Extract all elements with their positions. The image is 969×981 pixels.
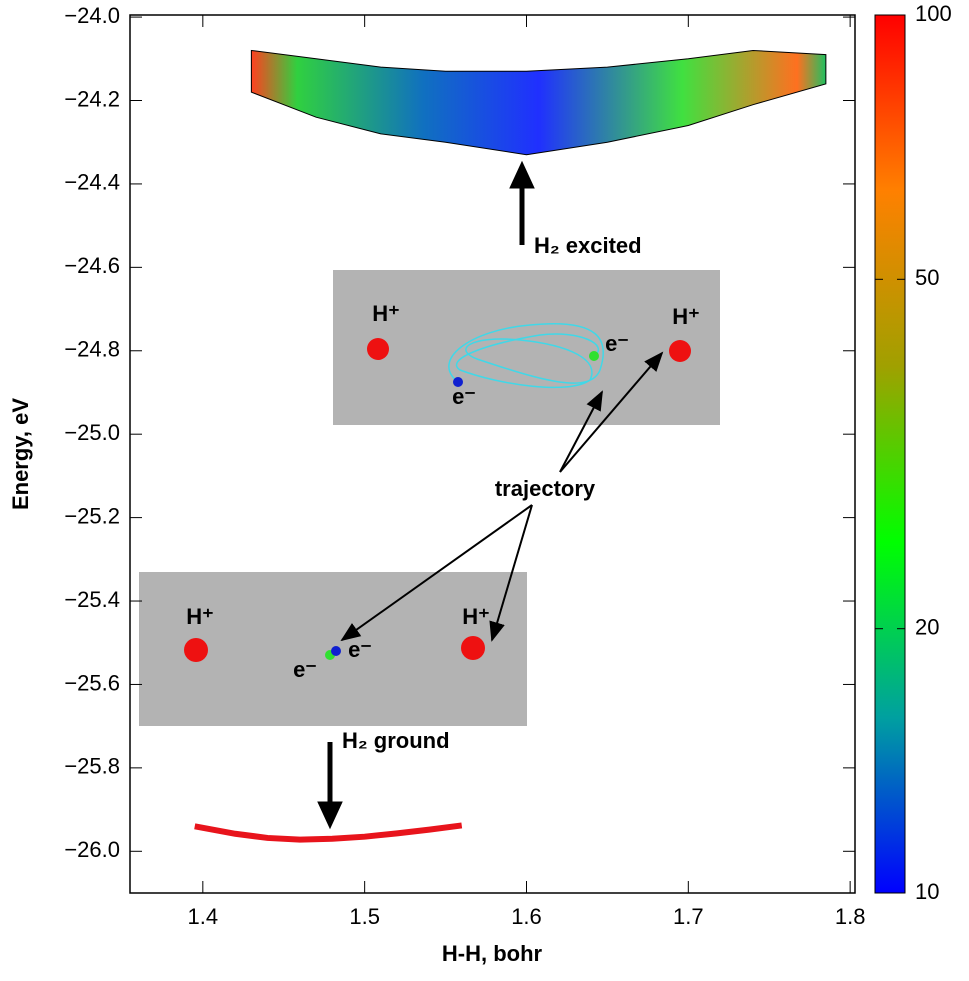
annotation: e⁻: [452, 384, 476, 409]
x-tick-label: 1.8: [835, 904, 866, 929]
proton: [461, 636, 485, 660]
y-tick-label: −24.0: [64, 3, 120, 28]
proton: [184, 638, 208, 662]
y-tick-label: −25.2: [64, 503, 120, 528]
ground-curve: [194, 822, 463, 843]
annotation: e⁻: [348, 637, 372, 662]
x-tick-label: 1.6: [511, 904, 542, 929]
y-tick-label: −25.4: [64, 587, 120, 612]
colorbar: [874, 14, 906, 894]
annotation: H₂ excited: [534, 233, 642, 258]
plot-frame: [129, 14, 856, 894]
excited-band: [250, 49, 827, 156]
arrow-head: [317, 801, 343, 830]
y-tick-label: −24.4: [64, 170, 120, 195]
electron: [331, 646, 341, 656]
insets: [139, 270, 720, 726]
annotation: e⁻: [293, 657, 317, 682]
colorbar-tick-label: 100: [915, 1, 952, 26]
annotation: e⁻: [605, 331, 629, 356]
annotation: H₂ ground: [342, 728, 450, 753]
annotation: H⁺: [462, 604, 490, 629]
y-tick-label: −25.0: [64, 420, 120, 445]
arrow-head: [509, 160, 535, 189]
y-axis-title: Energy, eV: [8, 398, 33, 510]
colorbar-tick-label: 50: [915, 265, 939, 290]
electron: [453, 377, 463, 387]
proton: [367, 338, 389, 360]
arrows: [317, 160, 664, 830]
x-tick-label: 1.4: [188, 904, 219, 929]
annotation: H⁺: [372, 301, 400, 326]
inset-excited: [333, 270, 720, 425]
trajectory-path: [448, 323, 604, 389]
arrow: [559, 351, 664, 473]
arrow: [559, 390, 603, 473]
electron: [589, 351, 599, 361]
x-tick-label: 1.5: [349, 904, 380, 929]
y-tick-label: −24.8: [64, 337, 120, 362]
y-tick-label: −24.2: [64, 86, 120, 111]
annotation: H⁺: [186, 604, 214, 629]
y-tick-label: −26.0: [64, 837, 120, 862]
colorbar-tick-label: 20: [915, 615, 939, 640]
y-tick-label: −25.8: [64, 754, 120, 779]
arrow: [340, 504, 533, 642]
x-axis-title: H-H, bohr: [442, 941, 543, 966]
colorbar-tick-label: 10: [915, 879, 939, 904]
y-tick-label: −25.6: [64, 670, 120, 695]
x-tick-label: 1.7: [673, 904, 704, 929]
proton: [669, 340, 691, 362]
arrow: [489, 504, 533, 642]
annotation: H⁺: [672, 304, 700, 329]
y-tick-label: −24.6: [64, 253, 120, 278]
annotation: trajectory: [495, 476, 596, 501]
